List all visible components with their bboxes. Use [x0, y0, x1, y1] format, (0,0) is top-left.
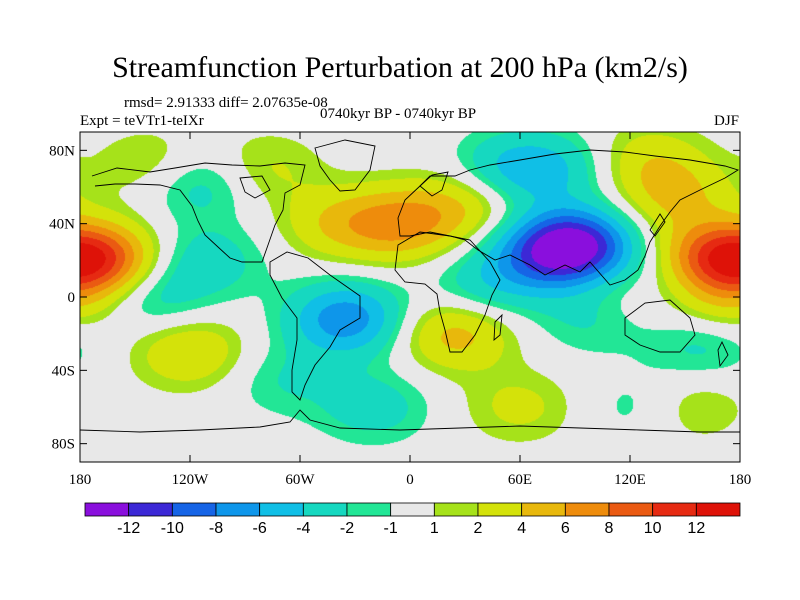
colorbar-label: 6 [561, 520, 570, 537]
x-tick-label: 60E [508, 472, 532, 488]
colorbar-box [84, 502, 130, 517]
colorbar-label: 1 [430, 520, 439, 537]
colorbar-label: 2 [474, 520, 483, 537]
colorbar-label: 8 [605, 520, 614, 537]
x-tick-label: 0 [406, 472, 414, 488]
colorbar-box [215, 502, 261, 517]
y-tick-label: 80S [52, 437, 75, 453]
colorbar-box [259, 502, 304, 517]
colorbar-label: -6 [253, 520, 267, 537]
colorbar-box [302, 502, 348, 517]
colorbar: -12 -10 -8 -6 -4 -2 -1 1 2 4 6 8 10 12 [84, 502, 741, 537]
coastlines [80, 139, 740, 433]
coastline-new-zealand [717, 340, 729, 368]
y-tick-label: 40S [52, 363, 75, 379]
colorbar-label: 4 [517, 520, 526, 537]
colorbar-label: -1 [384, 520, 398, 537]
colorbar-label: -10 [161, 520, 184, 537]
coastline-antarctica [80, 409, 740, 433]
y-tick-label: 0 [68, 290, 76, 306]
x-tick-label: 60W [285, 472, 315, 488]
colorbar-box [564, 502, 610, 517]
coastline-australia [624, 299, 696, 353]
y-tick-label: 80N [49, 143, 75, 159]
colorbar-box [128, 502, 173, 517]
x-tick-label: 180 [69, 472, 92, 488]
colorbar-box [477, 502, 523, 517]
chart-title: Streamfunction Perturbation at 200 hPa (… [112, 51, 688, 84]
colorbar-box [652, 502, 697, 517]
colorbar-label: -12 [117, 520, 140, 537]
colorbar-label: -4 [296, 520, 310, 537]
x-tick-label: 120W [172, 472, 210, 488]
coastline-africa [394, 231, 501, 353]
colorbar-box [695, 502, 741, 517]
coastline-south-america [269, 251, 361, 401]
colorbar-box [171, 502, 217, 517]
coastline-madagascar [493, 313, 503, 342]
coastline-scandinavia [419, 171, 449, 197]
colorbar-box [390, 502, 435, 517]
coastline-eurasia [397, 149, 740, 286]
coastline-japan [649, 213, 666, 237]
colorbar-box [433, 502, 479, 517]
colorbar-label: -2 [340, 520, 354, 537]
colorbar-label: 10 [644, 520, 662, 537]
y-axis: 80N 40N 0 40S 80S [49, 143, 740, 453]
y-tick-label: 40N [49, 217, 75, 233]
coastline-hudson-bay [239, 175, 271, 199]
x-axis: 180 120W 60W 0 60E 120E 180 [69, 132, 752, 488]
x-tick-label: 180 [729, 472, 752, 488]
coastline-greenland [314, 139, 376, 192]
experiment-label: Expt = teVTr1-teIXr [80, 113, 204, 129]
colorbar-label: -8 [209, 520, 223, 537]
period-label: 0740kyr BP - 0740kyr BP [320, 106, 477, 122]
season-label: DJF [713, 113, 739, 129]
colorbar-box [346, 502, 392, 517]
coastline-north-america [91, 162, 306, 263]
stats-text: rmsd= 2.91333 diff= 2.07635e-08 [124, 95, 328, 111]
colorbar-label: 12 [687, 520, 705, 537]
colorbar-box [608, 502, 654, 517]
colorbar-box [521, 502, 566, 517]
x-tick-label: 120E [614, 472, 646, 488]
field-raster [80, 132, 740, 462]
